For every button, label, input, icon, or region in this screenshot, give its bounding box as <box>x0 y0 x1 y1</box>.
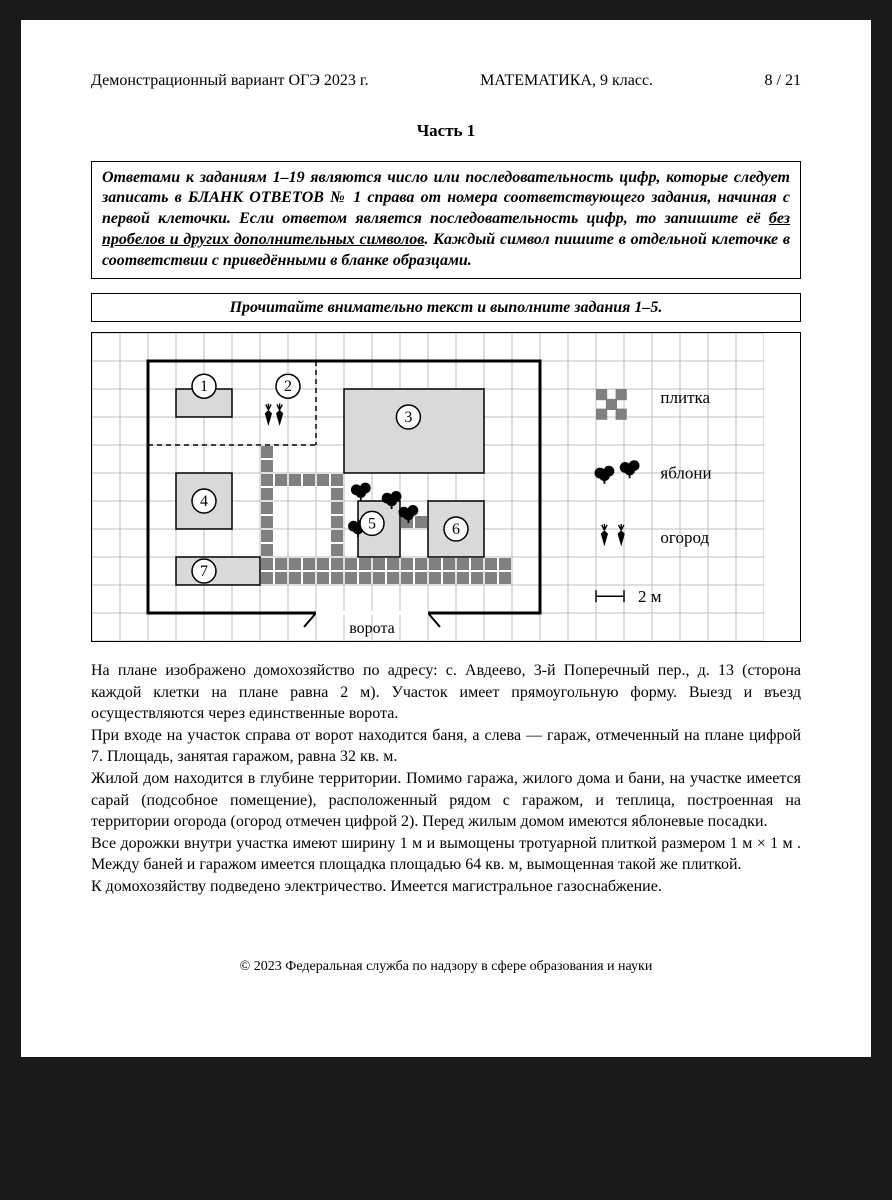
svg-text:2: 2 <box>284 378 292 395</box>
body-paragraph: При входе на участок справа от ворот нах… <box>91 725 801 768</box>
footer-copyright: © 2023 Федеральная служба по надзору в с… <box>91 958 801 977</box>
instruction-box: Ответами к заданиям 1–19 являются число … <box>91 161 801 279</box>
body-paragraph: На плане изображено домохозяйство по адр… <box>91 660 801 725</box>
body-paragraph: Жилой дом находится в глубине территории… <box>91 768 801 833</box>
svg-text:ворота: ворота <box>349 620 395 637</box>
svg-text:плитка: плитка <box>660 388 710 407</box>
svg-text:6: 6 <box>452 521 460 538</box>
svg-text:5: 5 <box>368 516 376 533</box>
page: Демонстрационный вариант ОГЭ 2023 г. МАТ… <box>21 20 871 1057</box>
page-header: Демонстрационный вариант ОГЭ 2023 г. МАТ… <box>91 70 801 92</box>
body-text: На плане изображено домохозяйство по адр… <box>91 660 801 898</box>
svg-text:4: 4 <box>200 493 208 510</box>
body-paragraph: Все дорожки внутри участка имеют ширину … <box>91 833 801 876</box>
body-paragraph: К домохозяйству подведено электричество.… <box>91 876 801 898</box>
svg-text:яблони: яблони <box>660 464 711 483</box>
svg-text:1: 1 <box>200 378 208 395</box>
svg-text:огород: огород <box>660 528 709 547</box>
header-right: 8 / 21 <box>765 70 801 92</box>
header-center: МАТЕМАТИКА, 9 класс. <box>480 70 653 92</box>
svg-text:7: 7 <box>200 563 208 580</box>
instruction-before: Ответами к заданиям 1–19 являются число … <box>102 169 790 228</box>
svg-text:3: 3 <box>404 409 412 426</box>
plot-diagram: 1 2 3 4 5 6 7 ворота плитка яблони огород 2 м <box>91 332 801 642</box>
part-title: Часть 1 <box>91 120 801 143</box>
svg-text:2 м: 2 м <box>638 587 662 606</box>
header-left: Демонстрационный вариант ОГЭ 2023 г. <box>91 70 369 92</box>
plan-svg: 1 2 3 4 5 6 7 ворота плитка яблони огород 2 м <box>92 333 764 641</box>
read-instruction-box: Прочитайте внимательно текст и выполните… <box>91 293 801 323</box>
